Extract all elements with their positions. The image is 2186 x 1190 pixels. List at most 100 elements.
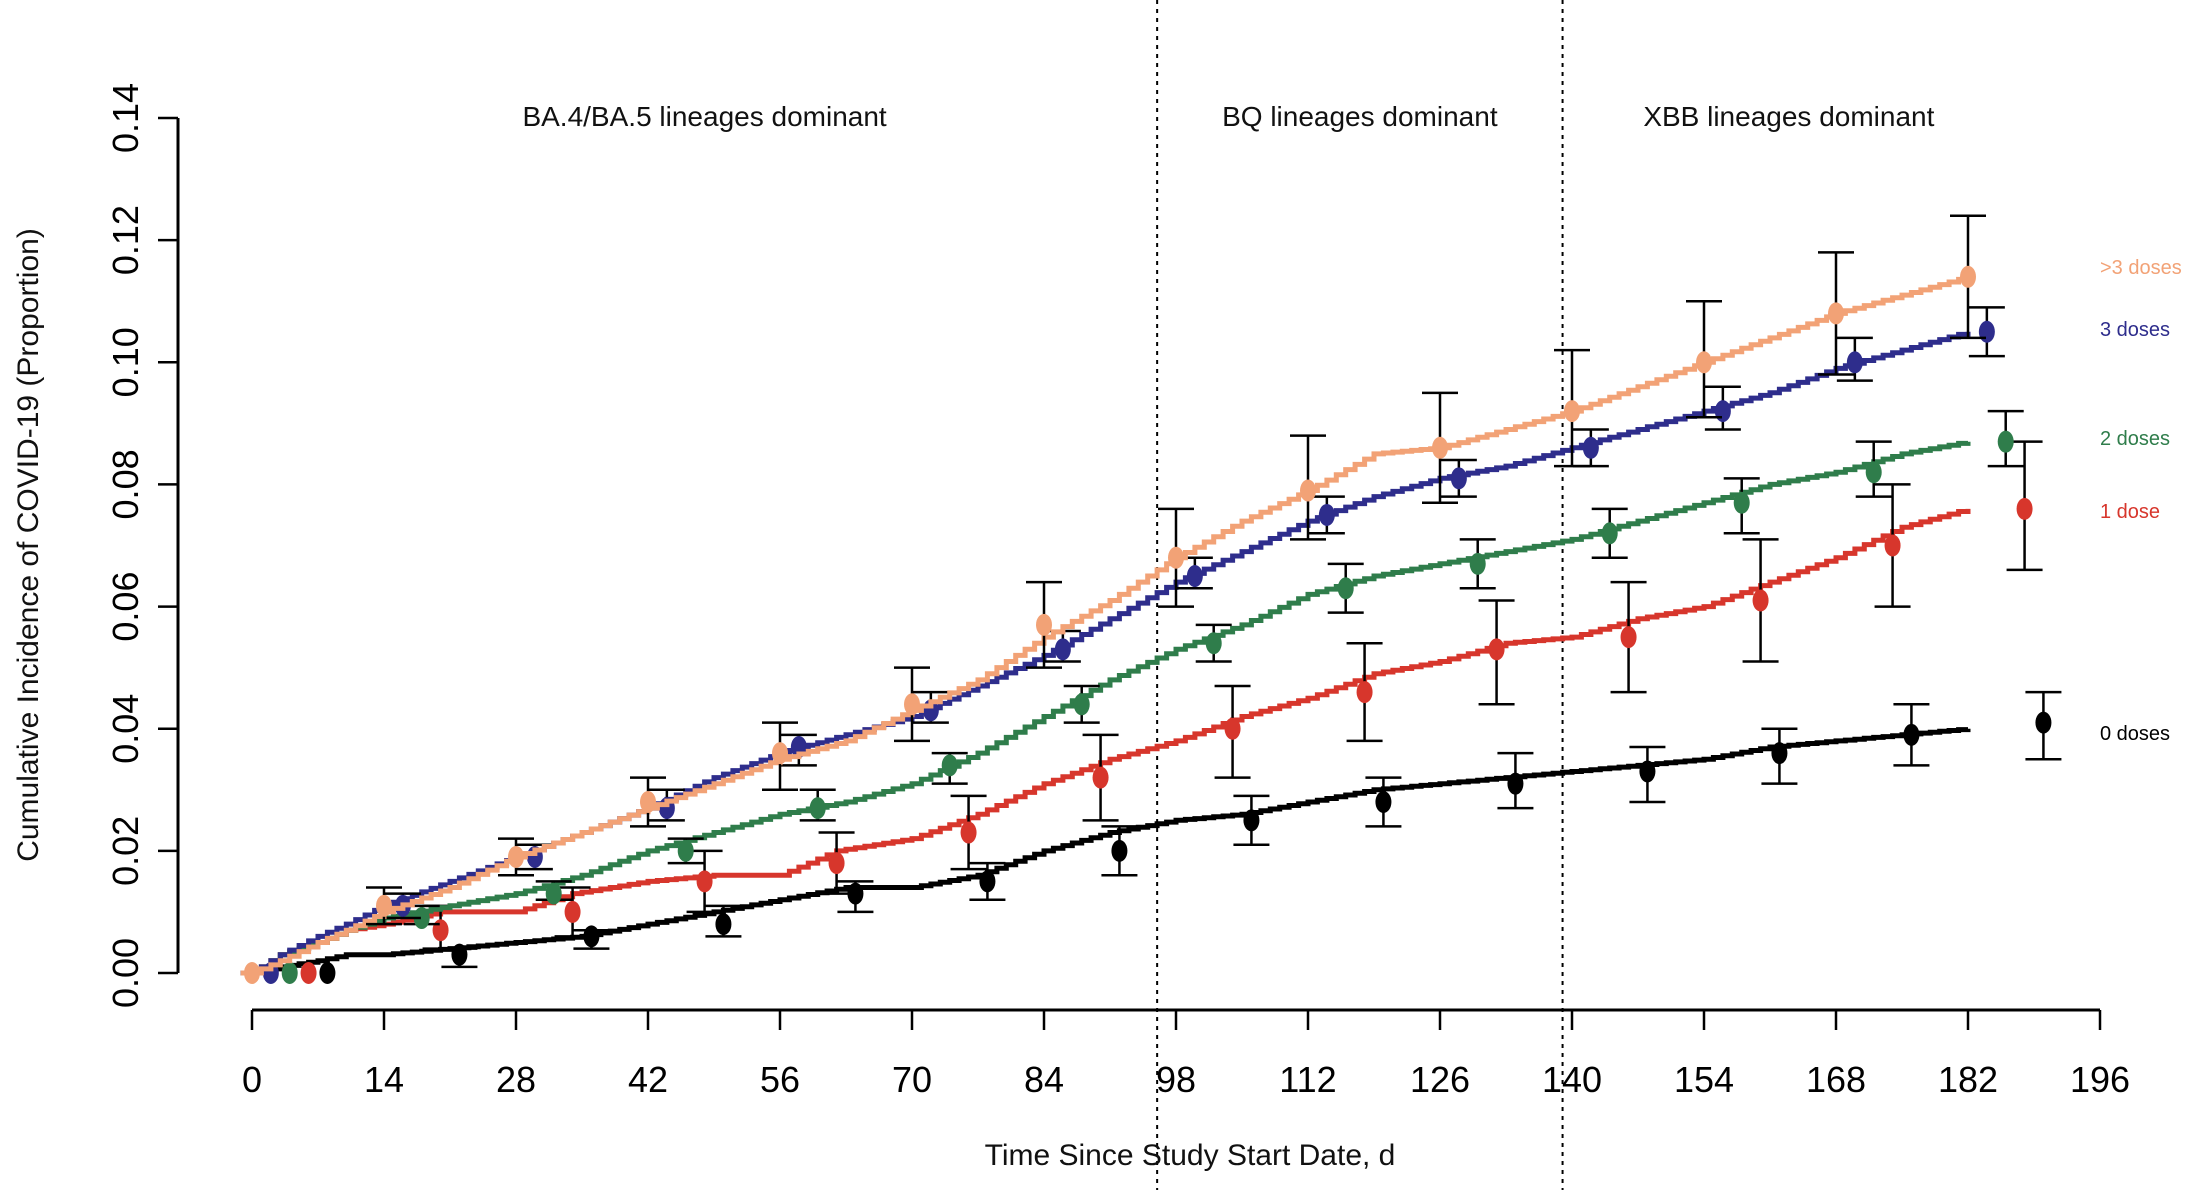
data-point <box>1450 467 1467 490</box>
legend: >3 doses 3 doses 2 doses 1 dose 0 doses <box>2100 257 2182 745</box>
data-point <box>1168 546 1184 569</box>
incidence-curve <box>240 440 1971 976</box>
data-point <box>1564 400 1580 423</box>
y-tick-label: 0.12 <box>105 205 146 275</box>
y-tick-label: 0.08 <box>105 449 146 519</box>
data-point <box>772 742 788 765</box>
data-point <box>1752 589 1769 612</box>
y-tick-label: 0.04 <box>105 694 146 764</box>
data-point <box>1960 265 1976 288</box>
data-point <box>564 900 581 923</box>
axes: 0.00 0.02 0.04 0.06 0.08 0.10 0.12 0.14 0 14 28 42 5… <box>105 83 2130 1100</box>
incidence-curve <box>240 276 1971 976</box>
data-point <box>1582 436 1599 459</box>
x-tick-label: 168 <box>1806 1059 1866 1100</box>
data-point <box>696 870 713 893</box>
y-tick-label: 0.14 <box>105 83 146 153</box>
x-tick-label: 140 <box>1542 1059 1602 1100</box>
series-1-dose <box>240 440 2043 984</box>
data-point <box>1696 351 1712 374</box>
data-point <box>319 962 336 984</box>
legend-label-2-doses: 2 doses <box>2100 428 2170 450</box>
data-point <box>1469 552 1486 575</box>
period-label-bq: BQ lineages dominant <box>1222 101 1498 132</box>
x-tick-label: 154 <box>1674 1059 1734 1100</box>
x-tick-label: 14 <box>364 1059 404 1100</box>
data-point <box>583 925 600 948</box>
x-tick-label: 0 <box>242 1059 262 1100</box>
data-point <box>1846 351 1863 374</box>
data-point <box>2035 711 2052 734</box>
x-tick-label: 126 <box>1410 1059 1470 1100</box>
data-point <box>1205 632 1222 655</box>
x-axis-title: Time Since Study Start Date, d <box>985 1139 1396 1172</box>
data-point <box>1978 320 1995 343</box>
data-point <box>1733 491 1750 514</box>
x-tick-label: 112 <box>1279 1059 1336 1100</box>
x-tick-label: 182 <box>1938 1059 1998 1100</box>
data-point <box>847 882 864 905</box>
data-point <box>1639 760 1656 783</box>
data-point <box>1601 522 1618 545</box>
incidence-curve <box>240 727 1971 976</box>
data-point <box>2016 497 2033 520</box>
data-point <box>545 882 562 905</box>
data-point <box>828 852 845 875</box>
data-point <box>1337 577 1354 600</box>
data-point <box>1054 638 1071 661</box>
data-point <box>281 962 298 984</box>
legend-label--3-doses: >3 doses <box>2100 257 2182 279</box>
data-point <box>1186 565 1203 588</box>
data-point <box>1997 430 2014 453</box>
legend-label-3-doses: 3 doses <box>2100 319 2170 341</box>
data-point <box>640 791 656 813</box>
data-point <box>904 693 920 716</box>
data-point <box>300 962 317 984</box>
y-axis-title: Cumulative Incidence of COVID-19 (Propor… <box>12 228 45 862</box>
data-point <box>1073 693 1090 716</box>
data-point <box>1714 400 1731 423</box>
series-layer <box>240 214 2062 984</box>
data-point <box>1318 503 1335 526</box>
data-point <box>1620 626 1637 649</box>
x-tick-label: 70 <box>892 1059 932 1100</box>
y-tick-label: 0.06 <box>105 572 146 642</box>
data-point <box>1507 772 1524 795</box>
legend-label-0-doses: 0 doses <box>2100 723 2170 745</box>
x-tick-label: 28 <box>496 1059 536 1100</box>
data-point <box>1432 436 1448 459</box>
y-tick-label: 0.10 <box>105 327 146 397</box>
data-point <box>1356 681 1373 704</box>
data-point <box>413 907 430 930</box>
data-point <box>1488 638 1505 661</box>
series-0-doses <box>240 690 2062 984</box>
x-tick-label: 84 <box>1024 1059 1064 1100</box>
data-point <box>508 845 524 868</box>
series-2-doses <box>240 409 2024 984</box>
period-label-xbb: XBB lineages dominant <box>1643 101 1934 132</box>
x-tick-label: 42 <box>628 1059 668 1100</box>
y-tick-label: 0.00 <box>105 938 146 1008</box>
period-labels: BA.4/BA.5 lineages dominant BQ lineages … <box>522 101 1934 132</box>
period-label-ba45: BA.4/BA.5 lineages dominant <box>522 101 886 132</box>
data-point <box>1375 791 1392 813</box>
data-point <box>1111 839 1128 862</box>
data-point <box>1903 723 1920 746</box>
data-point <box>809 797 826 820</box>
legend-label-1-dose: 1 dose <box>2100 501 2160 523</box>
data-point <box>1865 461 1882 484</box>
data-point <box>1300 479 1316 502</box>
x-tick-label: 98 <box>1156 1059 1196 1100</box>
y-tick-label: 0.02 <box>105 816 146 886</box>
data-point <box>1771 742 1788 765</box>
data-point <box>1036 613 1052 636</box>
data-point <box>1224 717 1241 740</box>
x-tick-label: 196 <box>2070 1059 2130 1100</box>
incidence-curve <box>240 331 1971 976</box>
data-point <box>941 754 958 777</box>
data-point <box>677 839 694 862</box>
data-point <box>451 943 468 966</box>
data-point <box>715 913 732 936</box>
x-tick-label: 56 <box>760 1059 800 1100</box>
incidence-curve <box>240 508 1971 976</box>
